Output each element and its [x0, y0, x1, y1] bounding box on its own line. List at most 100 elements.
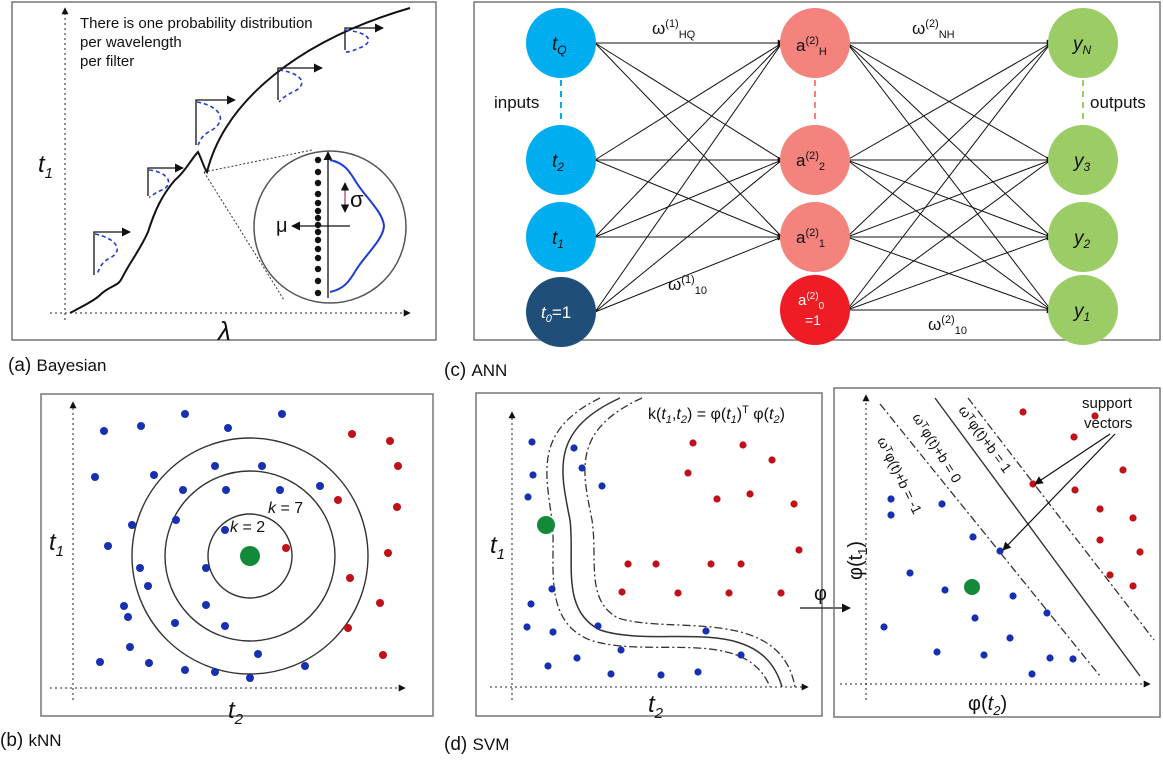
- sample-points: [314, 156, 322, 297]
- panel-b-frame: [40, 393, 434, 717]
- svm-right-query-point: [964, 579, 980, 595]
- svm-left-query-point: [537, 516, 555, 534]
- svm-input-space-frame: [475, 392, 823, 717]
- svm-right-y-label: φ(t1): [845, 541, 870, 580]
- input-layer: tQ t2 t1 t0=1: [526, 8, 596, 347]
- node-a1: [780, 202, 850, 272]
- caption-bayesian: (a) Bayesian: [8, 355, 106, 377]
- spectrum-curve: [69, 7, 411, 314]
- hyperplane-label: ωᵀφ(t)+b = 0: [909, 410, 965, 486]
- margin-positive: [967, 397, 1155, 641]
- node-tQ-label: tQ: [552, 34, 567, 57]
- outputs-label: outputs: [1090, 93, 1146, 112]
- svm-right-red-points: [1019, 408, 1144, 590]
- node-a2: [780, 125, 850, 195]
- hidden-layer: a(2)H a(2)2 a(2)1 a(2)0 =1: [780, 8, 850, 345]
- node-t0: [526, 277, 596, 347]
- node-y2: [1048, 202, 1118, 272]
- k2-circle: [207, 513, 293, 599]
- node-t2: [526, 125, 596, 195]
- weight-NH-label: ω(2)NH: [912, 18, 955, 41]
- svm-right-x-label: φ(t2): [968, 693, 1007, 718]
- node-a0: [780, 275, 850, 345]
- zoom-circle: [253, 150, 407, 304]
- panel-knn: k = 7 k = 2 t1 t2: [40, 393, 434, 728]
- node-a0-line2: =1: [805, 312, 821, 328]
- support-vectors-label-1: support: [1082, 395, 1133, 412]
- caption-svm-letter: (d): [444, 734, 468, 755]
- node-t1: [526, 202, 596, 272]
- knn-red-points: [282, 430, 402, 659]
- k7-label: k = 7: [268, 500, 303, 517]
- kernel-formula: k(t1,t2) = φ(t1)T φ(t2): [648, 404, 785, 426]
- connections-hidden-output: [846, 42, 1052, 311]
- svm-curve-boundary: [562, 397, 783, 688]
- svm-left-x-label: t2: [648, 691, 664, 722]
- mu-label: μ: [276, 215, 288, 237]
- note-line-3: per filter: [80, 53, 134, 70]
- caption-knn-name: kNN: [28, 731, 62, 750]
- phi-mapping-label: φ: [814, 583, 827, 605]
- node-yN-label: yN: [1071, 34, 1092, 57]
- panel-a-x-label: λ: [216, 316, 231, 346]
- node-y3-label: y3: [1072, 151, 1091, 174]
- support-arrow-2: [1002, 433, 1116, 551]
- support-arrow-1: [1034, 433, 1111, 485]
- note-line-1: There is one probability distribution: [80, 15, 313, 32]
- node-t0-label: t0=1: [541, 303, 571, 325]
- svm-left-red-points: [618, 439, 803, 597]
- node-tQ: [526, 8, 596, 78]
- connections-input-hidden: [594, 42, 783, 313]
- panel-ann: inputs outputs tQ t2 t1 t0=1 a(2)H a(2)2…: [473, 1, 1161, 347]
- caption-ann-letter: (c): [444, 360, 467, 381]
- node-t1-label: t1: [552, 228, 564, 251]
- node-y2-label: y2: [1072, 228, 1091, 251]
- svm-feature-space-frame: [833, 387, 1161, 718]
- caption-ann: (c) ANN: [444, 360, 507, 382]
- knn-blue-points: [91, 410, 324, 682]
- panel-svm: k(t1,t2) = φ(t1)T φ(t2) t1 t2 φ support …: [475, 387, 1161, 722]
- panel-a-y-label: t1: [38, 151, 53, 182]
- gaussian-pdf: [329, 159, 386, 293]
- svm-curve-margin-2: [584, 397, 796, 688]
- gaussian-curves: [94, 29, 370, 275]
- node-a1-label: a(2)1: [796, 227, 825, 250]
- panel-bayesian: μ σ There is one probability distributio…: [11, 1, 437, 346]
- hyperplane: [934, 397, 1141, 677]
- caption-svm: (d) SVM: [444, 734, 509, 756]
- output-layer: yN y3 y2 y1: [1048, 8, 1118, 345]
- caption-ann-name: ANN: [471, 361, 508, 380]
- margin-negative: [879, 403, 1101, 677]
- node-t2-label: t2: [552, 151, 564, 174]
- panel-a-frame: [11, 1, 437, 341]
- node-y3: [1048, 125, 1118, 195]
- svm-curve-margin-1: [546, 397, 771, 688]
- panel-b-x-label: t2: [228, 697, 244, 728]
- distribution-markers: [93, 23, 384, 275]
- node-y1-label: y1: [1072, 301, 1090, 324]
- weight-10-output-label: ω(2)10: [928, 314, 967, 337]
- node-a0-label: a(2)0: [798, 291, 825, 312]
- k2-label: k = 2: [230, 519, 265, 536]
- note-line-2: per wavelength: [80, 34, 182, 51]
- node-a2-label: a(2)2: [796, 150, 825, 173]
- svm-left-y-label: t1: [490, 532, 505, 563]
- support-vectors-label-2: vectors: [1084, 415, 1132, 432]
- zoom-guide-bottom: [203, 171, 285, 301]
- node-y1: [1048, 275, 1118, 345]
- caption-bayesian-letter: (a): [8, 355, 32, 376]
- caption-svm-name: SVM: [472, 735, 510, 754]
- node-aH-label: a(2)H: [796, 35, 827, 58]
- node-yN: [1048, 8, 1118, 78]
- weight-10-hidden-label: ω(1)10: [668, 274, 707, 297]
- sigma-label: σ: [350, 187, 364, 212]
- caption-knn-letter: (b): [0, 730, 24, 751]
- caption-bayesian-name: Bayesian: [36, 356, 107, 375]
- k7-circle: [164, 470, 336, 642]
- inputs-label: inputs: [494, 93, 539, 112]
- node-aH: [780, 8, 850, 78]
- svm-right-blue-points: [880, 495, 1077, 678]
- panel-b-y-label: t1: [49, 529, 64, 560]
- margin-negative-label: ωᵀφ(t)+b = -1: [874, 434, 925, 516]
